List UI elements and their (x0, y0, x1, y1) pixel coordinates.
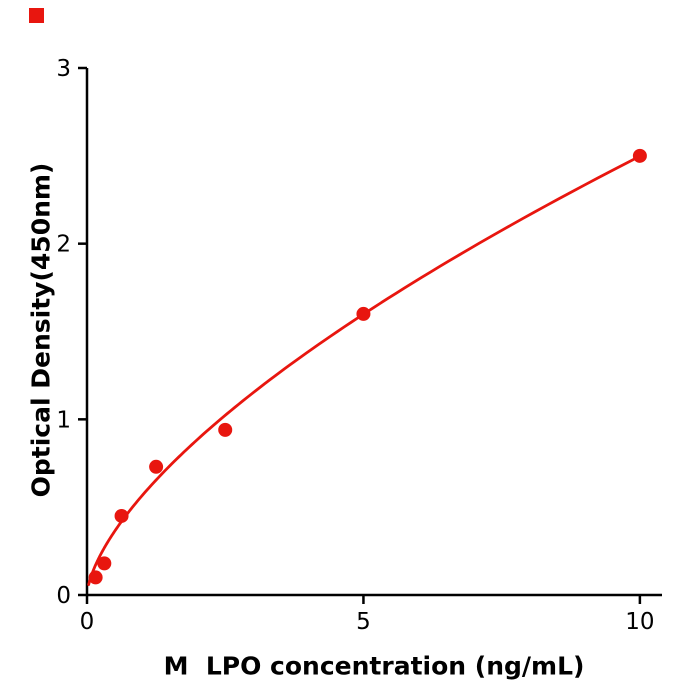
data-point (149, 459, 164, 474)
y-tick-label: 3 (56, 56, 71, 82)
x-tick-label: 5 (356, 609, 371, 635)
data-point (114, 508, 129, 523)
y-axis-label: Optical Density(450nm) (26, 162, 56, 498)
data-point (88, 570, 103, 585)
standard-curve (87, 154, 642, 586)
data-point (218, 422, 233, 437)
x-tick-label: 10 (625, 609, 654, 635)
y-tick-label: 0 (56, 583, 71, 609)
y-tick-label: 2 (56, 232, 71, 258)
x-axis-label: M LPO concentration (ng/mL) (163, 651, 585, 681)
data-point (97, 556, 112, 571)
data-point (356, 306, 371, 321)
x-tick-label: 0 (80, 609, 95, 635)
data-point (632, 148, 647, 163)
y-tick-label: 1 (56, 407, 71, 433)
corner-marker (29, 8, 44, 23)
